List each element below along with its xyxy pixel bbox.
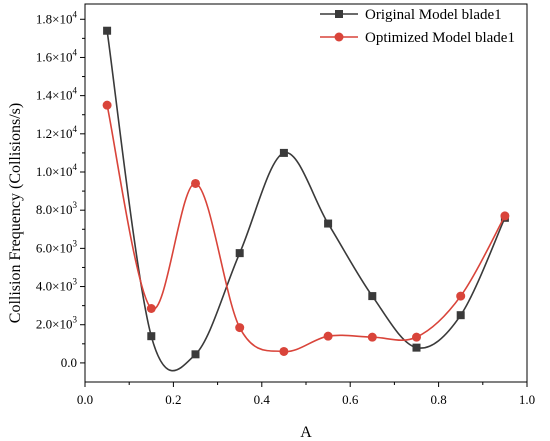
y-tick-label: 1.8×104	[36, 9, 78, 26]
x-tick-label: 0.8	[430, 392, 446, 407]
y-tick-label: 1.4×104	[36, 86, 78, 103]
legend-label: Optimized Model blade1	[365, 30, 515, 46]
data-point-circle	[500, 211, 510, 221]
data-point-circle	[323, 331, 333, 341]
data-point-circle	[367, 332, 377, 342]
data-point-square	[456, 311, 465, 320]
y-tick-label: 2.0×103	[36, 315, 78, 332]
data-point-square	[368, 292, 377, 301]
data-point-square	[412, 343, 421, 352]
x-axis-label: A	[300, 424, 312, 441]
x-tick-label: 0.4	[254, 392, 271, 407]
data-point-square	[147, 332, 156, 341]
y-tick-label: 0.0	[61, 355, 77, 370]
legend-label: Original Model blade1	[365, 7, 502, 23]
axis-ticks: 0.0 0.2 0.4 0.6 0.8 1.0 0.0 2.0×103 4.0×103 6.0×1…	[36, 9, 535, 407]
data-point-circle	[102, 100, 112, 110]
data-point-square	[324, 219, 333, 228]
series-2	[102, 100, 510, 356]
series-1	[103, 26, 509, 372]
y-tick-label: 1.6×104	[36, 47, 78, 64]
data-point-circle	[191, 178, 200, 188]
data-point-circle	[456, 291, 466, 301]
data-point-square	[235, 249, 244, 258]
series-line	[106, 30, 506, 372]
legend-entry: Original Model blade1	[320, 7, 502, 23]
series-line	[106, 105, 506, 353]
x-tick-label: 0.0	[77, 392, 93, 407]
data-point-circle	[235, 323, 245, 333]
data-point-square	[279, 148, 288, 157]
legend-marker	[335, 10, 343, 18]
y-tick-label: 4.0×103	[36, 277, 78, 294]
data-point-square	[191, 350, 200, 359]
x-tick-label: 1.0	[519, 392, 535, 407]
y-tick-label: 8.0×103	[36, 200, 78, 217]
legend-marker	[334, 32, 344, 42]
y-tick-label: 1.2×104	[36, 124, 78, 141]
y-axis-label: Collision Frequency (Collisions/s)	[7, 103, 24, 323]
data-point-square	[103, 26, 112, 35]
x-tick-label: 0.6	[342, 392, 359, 407]
series-layer	[102, 26, 510, 372]
x-tick-label: 0.2	[165, 392, 181, 407]
legend-entry: Optimized Model blade1	[320, 30, 515, 46]
y-axis-label-group: Collision Frequency (Collisions/s)	[7, 103, 24, 323]
data-point-circle	[146, 304, 156, 313]
data-point-circle	[412, 332, 421, 342]
legend: Original Model blade1 Optimized Model bla…	[320, 7, 515, 46]
data-point-circle	[279, 346, 289, 356]
y-tick-label: 6.0×103	[36, 238, 78, 255]
y-tick-label: 1.0×104	[36, 162, 78, 179]
plot-frame	[84, 3, 528, 383]
